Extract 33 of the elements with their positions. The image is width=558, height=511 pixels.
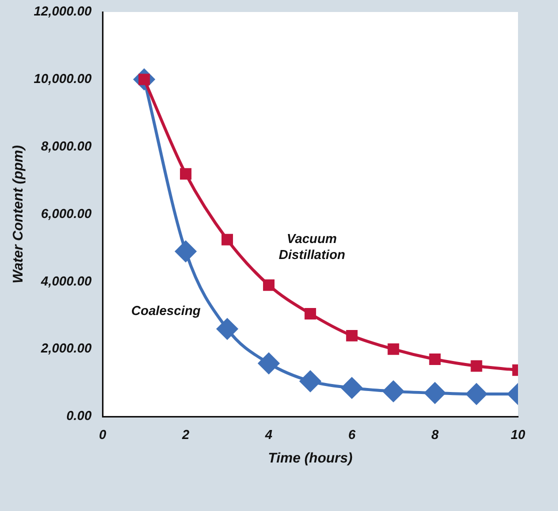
y-tick-label: 10,000.00 (34, 71, 92, 86)
y-tick-label: 2,000.00 (40, 340, 92, 356)
x-tick-label: 6 (348, 426, 356, 442)
point (429, 354, 441, 366)
point (388, 343, 400, 355)
y-tick-label: 12,000.00 (34, 4, 92, 19)
y-axis-title: Water Content (ppm) (9, 144, 26, 284)
point (300, 370, 321, 392)
x-axis-title: Time (hours) (268, 449, 353, 466)
point (424, 382, 446, 404)
x-tick-label: 2 (181, 426, 190, 442)
point (304, 308, 316, 320)
point (263, 279, 275, 291)
point (222, 234, 233, 246)
x-tick-label: 10 (510, 426, 526, 442)
point (470, 360, 482, 372)
point (346, 330, 358, 342)
y-tick-label: 8,000.00 (41, 138, 92, 154)
series-label: Vacuum Distillation (278, 231, 346, 262)
y-tick-label: 0.00 (66, 408, 92, 424)
point (382, 380, 404, 402)
x-tick-label: 8 (431, 426, 440, 442)
series-label: Coalescing (131, 302, 201, 318)
point (258, 352, 280, 374)
y-tick-label: 6,000.00 (41, 206, 92, 221)
point (175, 240, 196, 262)
x-tick-label: 0 (99, 426, 108, 442)
point (466, 384, 487, 405)
point (341, 377, 362, 398)
x-tick-label: 4 (264, 426, 274, 442)
y-tick-label: 4,000.00 (40, 273, 92, 288)
point (180, 168, 192, 180)
point (216, 318, 238, 340)
